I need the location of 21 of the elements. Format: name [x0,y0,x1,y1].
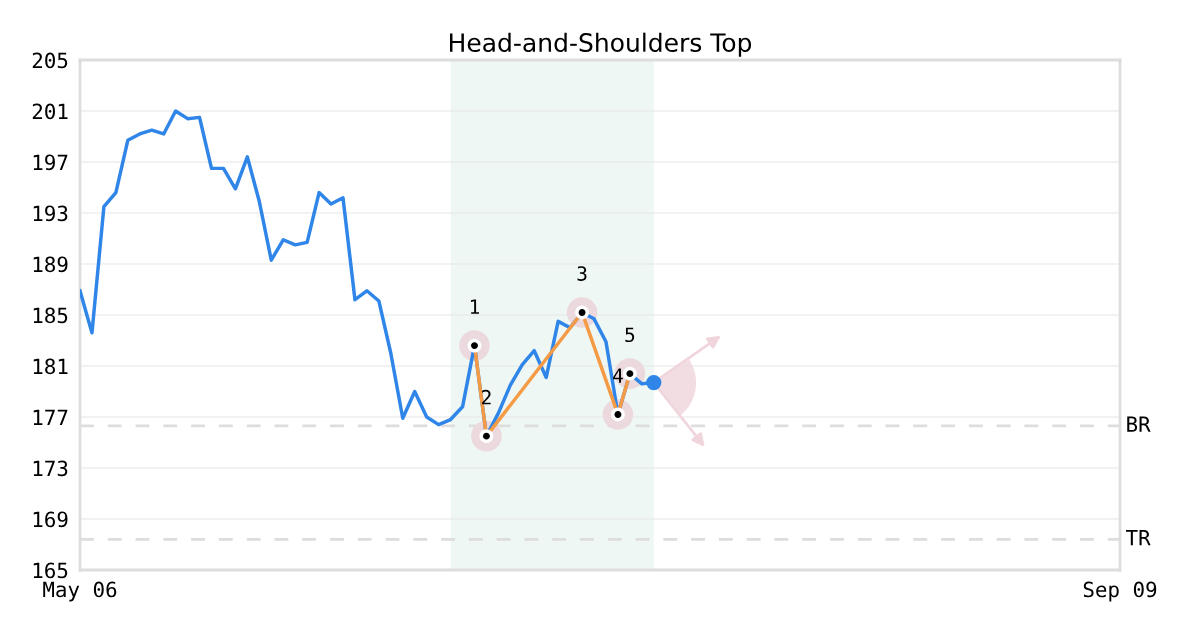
x-tick-label: Sep 09 [1083,581,1157,602]
x-tick-label: May 06 [43,581,117,602]
y-tick-label: 177 [33,409,68,425]
ref-line-label: TR [1126,530,1151,546]
y-tick-label: 205 [32,52,68,69]
y-tick-label: 173 [33,460,68,477]
y-tick-label: 165 [33,562,68,579]
y-tick-label: 181 [33,358,68,375]
y-tick-label: 169 [33,511,68,528]
annotation: 5 [625,327,635,343]
annotation: 4 [613,368,623,383]
y-tick-label: 193 [33,205,68,222]
annotation: 2 [482,389,491,405]
y-tick-label: 185 [33,307,68,324]
y-tick-label: 201 [32,103,68,120]
annotation: 3 [577,266,587,281]
chart-title: Head-and-Shoulders Top [449,32,752,57]
y-tick-label: 197 [33,154,68,171]
y-tick-label: 189 [33,256,68,273]
annotation: 1 [470,299,480,314]
ref-line-label: BR [1127,416,1151,432]
